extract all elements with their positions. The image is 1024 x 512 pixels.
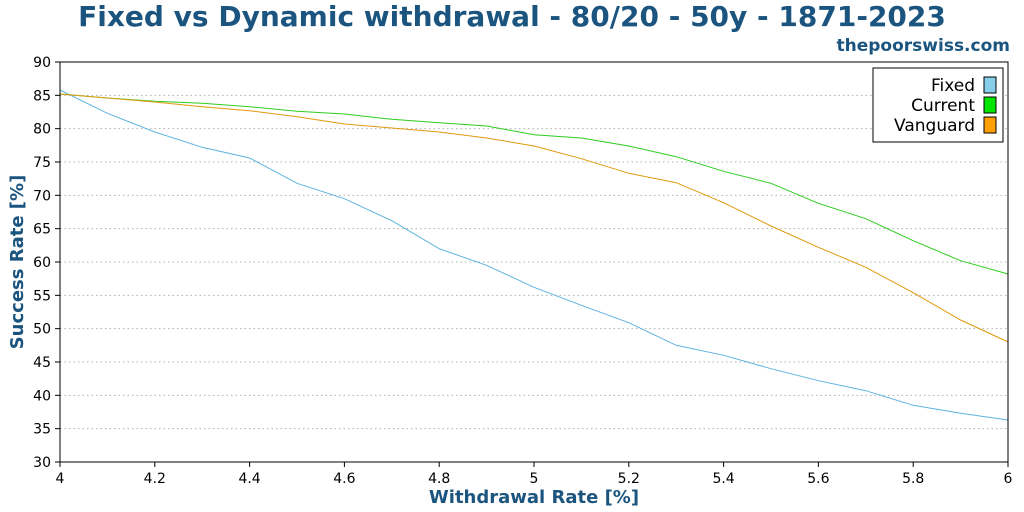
y-tick-label: 80: [33, 122, 51, 138]
y-axis-label: Success Rate [%]: [7, 175, 28, 350]
chart-title: Fixed vs Dynamic withdrawal - 80/20 - 50…: [78, 0, 946, 33]
x-tick-label: 4.4: [238, 471, 260, 487]
y-tick-label: 35: [33, 422, 51, 438]
y-tick-label: 55: [33, 288, 51, 304]
grid-lines: [60, 61, 1008, 463]
x-axis-ticks: 4 4.2 4.4 4.6 4.8 5 5.2 5.4 5.6 5.8 6: [56, 462, 1013, 487]
y-tick-label: 90: [33, 55, 51, 71]
x-tick-label: 5.2: [618, 471, 640, 487]
y-tick-label: 40: [33, 388, 51, 404]
x-tick-label: 5.4: [712, 471, 734, 487]
x-tick-label: 4.6: [333, 471, 355, 487]
series-line-current: [59, 93, 1009, 275]
y-tick-label: 85: [33, 88, 51, 104]
x-tick-label: 5.6: [807, 471, 829, 487]
x-tick-label: 5: [530, 471, 539, 487]
y-tick-label: 45: [33, 355, 51, 371]
legend-box: [872, 67, 1004, 143]
series-lines: [59, 89, 1009, 421]
series-line-fixed: [59, 89, 1009, 421]
x-tick-label: 4.2: [144, 471, 166, 487]
series-line-vanguard: [59, 93, 1009, 343]
x-tick-label: 4.8: [428, 471, 450, 487]
x-tick-label: 4: [56, 471, 65, 487]
y-tick-label: 50: [33, 322, 51, 338]
y-tick-label: 75: [33, 155, 51, 171]
y-tick-label: 60: [33, 255, 51, 271]
legend-swatch-vanguard: [983, 116, 997, 134]
legend-swatch-current: [983, 96, 997, 114]
x-tick-label: 6: [1004, 471, 1013, 487]
y-tick-label: 30: [33, 455, 51, 471]
y-tick-label: 65: [33, 222, 51, 238]
x-axis-label: Withdrawal Rate [%]: [429, 487, 639, 508]
legend-label-fixed: Fixed: [931, 76, 975, 96]
legend-swatch-fixed: [983, 76, 997, 94]
y-axis-ticks: 30 35 40 45 50 55 60 65 70 75 80 85 90: [33, 55, 60, 471]
y-tick-label: 70: [33, 188, 51, 204]
site-watermark: thepoorswiss.com: [836, 36, 1011, 56]
x-tick-label: 5.8: [902, 471, 924, 487]
legend-label-vanguard: Vanguard: [894, 116, 975, 136]
legend-label-current: Current: [911, 96, 975, 116]
